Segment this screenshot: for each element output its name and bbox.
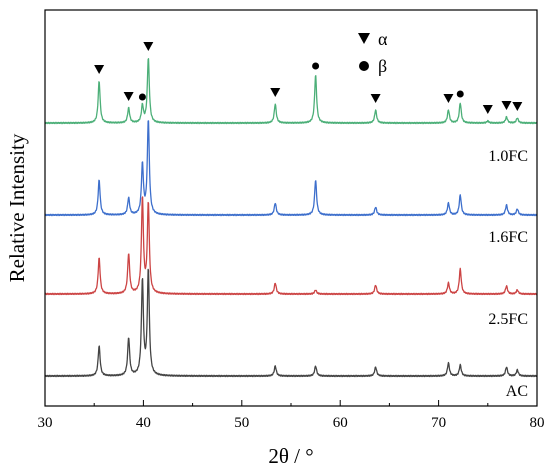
x-axis-ticks: 30 40 50 60 70 80: [38, 400, 545, 431]
curve-10fc: [44, 58, 538, 125]
phase-markers: [94, 42, 523, 114]
alpha-phase-marker: [443, 94, 454, 103]
curve-label-ac: AC: [506, 383, 528, 400]
curve-25fc: [44, 196, 538, 296]
x-tick-label: 60: [333, 415, 348, 431]
legend-alpha-marker: [358, 33, 370, 44]
alpha-phase-marker: [143, 42, 154, 51]
alpha-phase-marker: [482, 105, 493, 114]
plot-frame: [44, 9, 538, 407]
curve-label-1.6fc: 1.6FC: [488, 229, 528, 246]
x-tick-label: 40: [136, 415, 151, 431]
x-tick-label: 80: [530, 415, 545, 431]
x-tick-label: 70: [431, 415, 446, 431]
alpha-phase-marker: [94, 65, 105, 74]
xrd-curves: [44, 58, 538, 378]
curve-16fc: [44, 120, 538, 217]
x-tick-label: 50: [234, 415, 249, 431]
alpha-phase-marker: [270, 88, 281, 97]
curve-ac: [44, 268, 538, 378]
x-tick-label: 30: [38, 415, 53, 431]
alpha-phase-marker: [123, 92, 134, 101]
beta-phase-marker: [456, 90, 464, 98]
beta-phase-marker: [312, 62, 320, 70]
legend: α β: [358, 29, 388, 76]
alpha-phase-marker: [501, 101, 512, 110]
y-axis-title: Relative Intensity: [5, 133, 29, 282]
curve-label-1.0fc: 1.0FC: [488, 148, 528, 165]
alpha-phase-marker: [370, 94, 381, 103]
curve-label-2.5fc: 2.5FC: [488, 311, 528, 328]
legend-alpha-label: α: [378, 29, 388, 49]
x-axis-title: 2θ / °: [268, 444, 313, 468]
legend-beta-label: β: [378, 56, 387, 76]
legend-beta-marker: [359, 61, 369, 71]
beta-phase-marker: [138, 93, 146, 101]
alpha-phase-marker: [512, 102, 523, 111]
